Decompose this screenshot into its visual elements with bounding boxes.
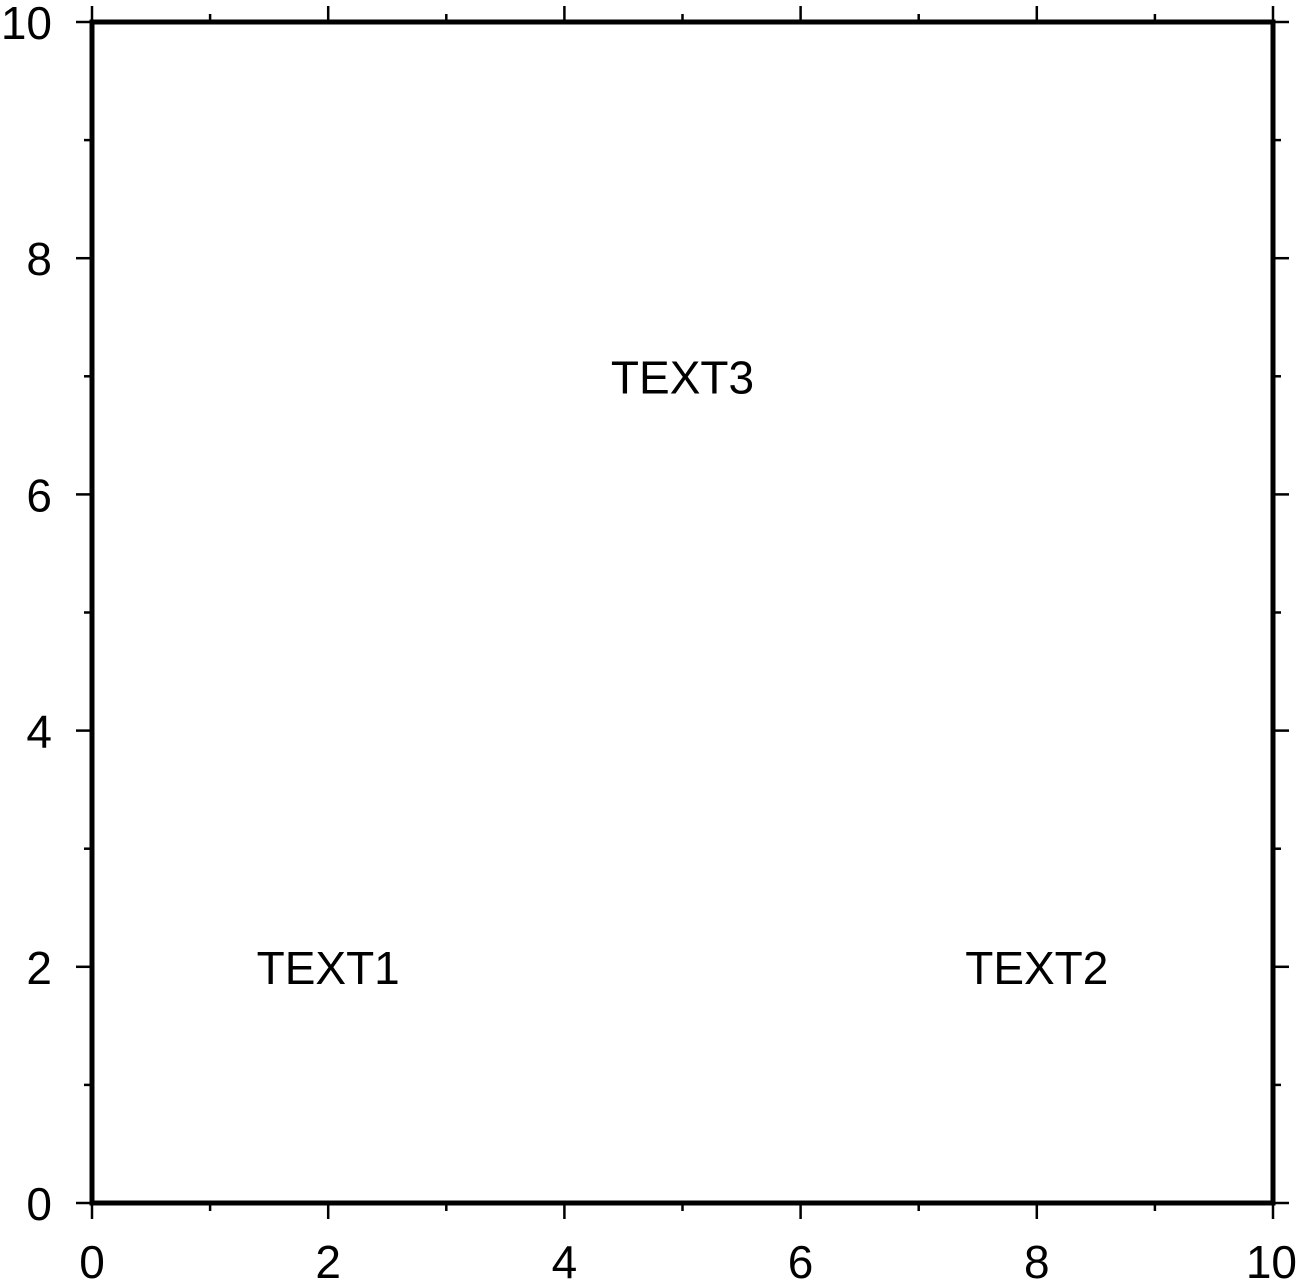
x-tick-label: 10 [1246,1236,1297,1282]
major-ticks [76,6,1289,1219]
text-annotation: TEXT2 [965,942,1108,994]
text-annotation: TEXT1 [257,942,400,994]
y-tick-label: 2 [26,942,52,994]
x-tick-label: 0 [79,1236,105,1282]
x-tick-label: 6 [788,1236,814,1282]
y-tick-label: 4 [26,706,52,758]
x-tick-label: 4 [552,1236,578,1282]
text-annotation: TEXT3 [611,351,754,403]
x-tick-label: 8 [1024,1236,1050,1282]
y-tick-label: 0 [26,1178,52,1230]
plot-frame [89,19,1276,1206]
y-tick-labels: 0 2 4 6 8 10 [1,0,52,1230]
y-tick-label: 10 [1,0,52,49]
x-tick-label: 2 [315,1236,341,1282]
minor-ticks [84,14,1281,1211]
y-tick-label: 8 [26,233,52,285]
x-tick-labels: 0 2 4 6 8 10 [79,1236,1297,1282]
y-tick-label: 6 [26,469,52,521]
annotations: TEXT1 TEXT2 TEXT3 [257,351,1109,994]
